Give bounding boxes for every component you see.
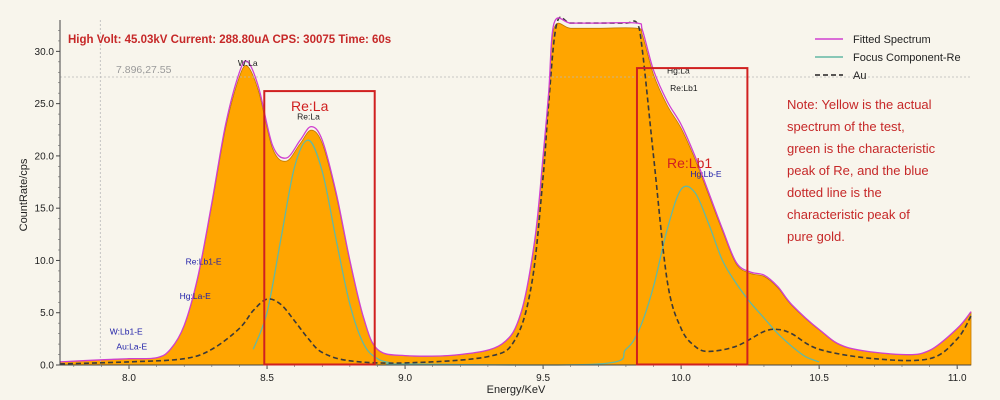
x-tick-label: 8.5 bbox=[260, 373, 274, 384]
chart-legend: Fitted Spectrum Focus Component-Re Au bbox=[815, 34, 961, 82]
highlight-box bbox=[635, 67, 749, 366]
y-tick-label: 15.0 bbox=[35, 204, 55, 215]
annotation-note: Note: Yellow is the actual spectrum of t… bbox=[787, 97, 936, 244]
note-line-4: peak of Re, and the blue bbox=[787, 163, 929, 178]
x-axis-title: Energy/KeV bbox=[487, 384, 546, 396]
y-tick-label: 25.0 bbox=[35, 99, 55, 110]
note-line-6: characteristic peak of bbox=[787, 207, 910, 222]
legend-label-fitted: Fitted Spectrum bbox=[853, 34, 931, 46]
y-tick-label: 0.0 bbox=[40, 361, 54, 372]
y-axis-title: CountRate/cps bbox=[18, 158, 30, 231]
x-tick-label: 8.0 bbox=[122, 373, 136, 384]
peak-label: Re:Lb1-E bbox=[186, 257, 222, 267]
cursor-crosshair bbox=[60, 20, 971, 365]
series-line-fitted bbox=[59, 17, 972, 363]
peak-labels-layer: W:LaRe:LaHg:LaRe:Lb1Hg:Lb-ERe:Lb1-EHg:La… bbox=[110, 58, 722, 351]
series-line-au bbox=[59, 16, 972, 365]
peak-label: Re:Lb1 bbox=[670, 83, 698, 93]
peak-label: W:Lb1-E bbox=[110, 327, 143, 337]
x-tick-label: 9.5 bbox=[536, 373, 550, 384]
highlight-box bbox=[263, 90, 376, 366]
legend-label-focus: Focus Component-Re bbox=[853, 52, 961, 64]
note-line-1: Note: Yellow is the actual bbox=[787, 97, 932, 112]
legend-label-au: Au bbox=[853, 70, 866, 82]
x-tick-label: 11.0 bbox=[948, 373, 967, 384]
note-line-5: dotted line is the bbox=[787, 185, 882, 200]
x-tick-label: 9.0 bbox=[398, 373, 412, 384]
cursor-readout: 7.896,27.55 bbox=[116, 64, 172, 76]
peak-label: Hg:La bbox=[667, 65, 690, 75]
note-line-7: pure gold. bbox=[787, 229, 845, 244]
peak-label: Re:La bbox=[297, 111, 320, 121]
peak-label: W:La bbox=[238, 58, 258, 68]
y-tick-label: 10.0 bbox=[35, 256, 55, 267]
note-line-3: green is the characteristic bbox=[787, 141, 936, 156]
box-label-re-la: Re:La bbox=[291, 98, 329, 114]
y-tick-label: 30.0 bbox=[35, 47, 55, 58]
box-label-re-lb1: Re:Lb1 bbox=[667, 155, 712, 171]
instrument-info: High Volt: 45.03kV Current: 288.80uA CPS… bbox=[68, 34, 391, 46]
highlight-boxes-layer bbox=[263, 67, 749, 366]
note-line-2: spectrum of the test, bbox=[787, 119, 905, 134]
series-lines-layer bbox=[59, 16, 972, 366]
peak-label: Au:La-E bbox=[116, 341, 147, 351]
x-tick-label: 10.0 bbox=[671, 373, 691, 384]
peak-label: Hg:La-E bbox=[180, 291, 212, 301]
x-tick-label: 10.5 bbox=[809, 373, 829, 384]
series-line-focus-re bbox=[252, 139, 820, 366]
peak-label: Hg:Lb-E bbox=[690, 169, 722, 179]
y-tick-label: 5.0 bbox=[40, 308, 54, 319]
axes: 0.0 5.0 10.0 15.0 20.0 25.0 30.0 8.0 8.5 9.0 9.5 10… bbox=[35, 20, 971, 384]
y-tick-label: 20.0 bbox=[35, 151, 55, 162]
